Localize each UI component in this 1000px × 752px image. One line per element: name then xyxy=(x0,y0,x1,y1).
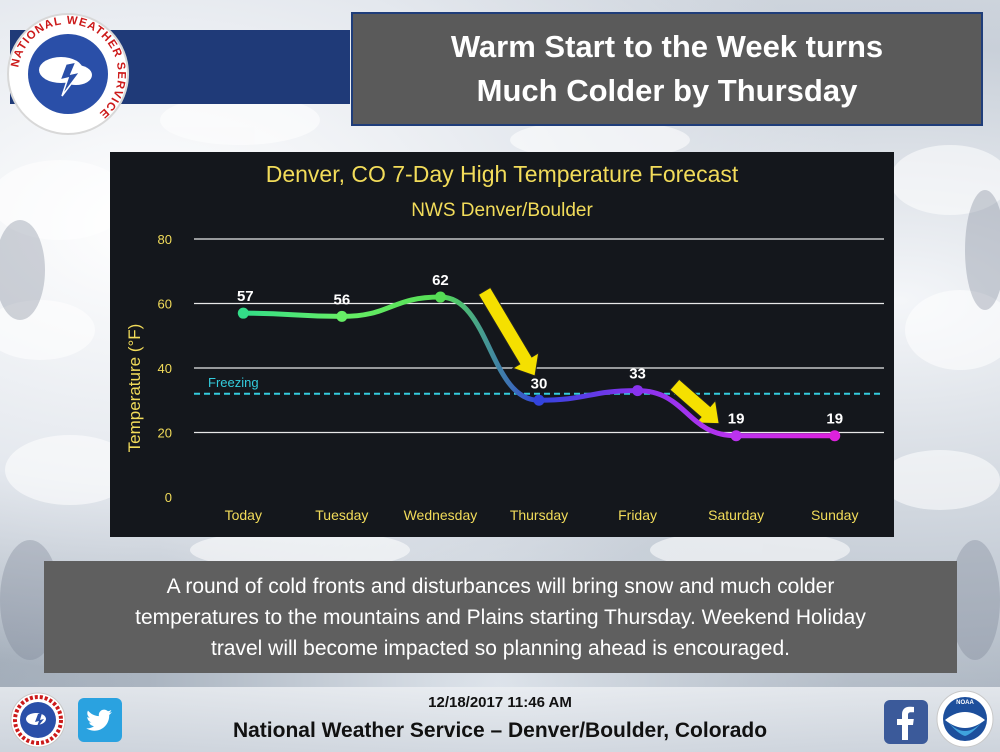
caption-line-2: temperatures to the mountains and Plains… xyxy=(135,606,866,629)
data-label: 19 xyxy=(728,411,745,428)
x-tick-label: Saturday xyxy=(708,507,764,523)
noaa-logo: NOAA xyxy=(936,690,994,748)
x-tick-label: Wednesday xyxy=(404,507,478,523)
chart-subtitle: NWS Denver/Boulder xyxy=(411,200,593,221)
twitter-icon[interactable] xyxy=(78,698,122,742)
data-label: 56 xyxy=(334,291,351,308)
facebook-icon[interactable] xyxy=(884,700,928,744)
footer-organization: National Weather Service – Denver/Boulde… xyxy=(232,719,768,742)
nws-footer-logo xyxy=(10,692,66,748)
freezing-label: Freezing xyxy=(208,375,259,390)
data-point xyxy=(533,394,545,406)
data-point xyxy=(730,430,742,442)
headline-banner: Warm Start to the Week turns Much Colder… xyxy=(351,12,983,126)
data-point xyxy=(237,307,249,319)
drop-arrow-shape xyxy=(669,378,720,425)
footer-datetime: 12/18/2017 11:46 AM xyxy=(428,694,572,711)
drop-arrow xyxy=(477,286,540,377)
data-label: 19 xyxy=(826,411,843,428)
y-tick-label: 20 xyxy=(158,426,172,441)
data-point xyxy=(434,291,446,303)
data-point xyxy=(632,385,644,397)
headline-line-1: Warm Start to the Week turns xyxy=(450,29,884,64)
y-tick-label: 60 xyxy=(158,297,172,312)
data-label: 33 xyxy=(629,366,646,383)
nws-logo: NATIONAL WEATHER SERVICE xyxy=(7,13,129,135)
drop-arrow-shape xyxy=(477,286,540,377)
data-point xyxy=(829,430,841,442)
caption-line-1: A round of cold fronts and disturbances … xyxy=(166,575,835,598)
data-label: 62 xyxy=(432,272,449,289)
temperature-chart: Denver, CO 7-Day High Temperature Foreca… xyxy=(125,161,884,523)
data-point xyxy=(336,310,348,322)
x-tick-label: Thursday xyxy=(510,507,568,523)
x-tick-label: Today xyxy=(225,507,262,523)
caption-box: A round of cold fronts and disturbances … xyxy=(44,561,957,673)
chart-panel: Denver, CO 7-Day High Temperature Foreca… xyxy=(110,152,894,537)
x-tick-label: Friday xyxy=(618,507,657,523)
data-label: 57 xyxy=(237,288,254,305)
temperature-line xyxy=(240,294,838,439)
y-axis-label: Temperature (°F) xyxy=(125,324,144,453)
drop-arrow xyxy=(669,378,720,425)
y-tick-label: 80 xyxy=(158,232,172,247)
y-tick-label: 0 xyxy=(165,490,172,505)
x-tick-label: Tuesday xyxy=(315,507,368,523)
caption-line-3: travel will become impacted so planning … xyxy=(210,637,791,660)
headline-line-2: Much Colder by Thursday xyxy=(476,73,858,108)
y-tick-label: 40 xyxy=(158,361,172,376)
footer-bar xyxy=(0,687,1000,752)
svg-text:NOAA: NOAA xyxy=(956,700,974,706)
x-tick-label: Sunday xyxy=(811,507,858,523)
chart-title: Denver, CO 7-Day High Temperature Foreca… xyxy=(266,161,739,187)
data-label: 30 xyxy=(531,375,548,392)
